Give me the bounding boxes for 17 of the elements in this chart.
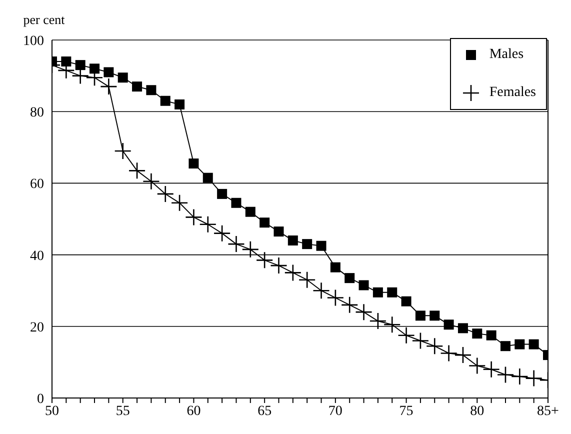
x-tick-label: 50 (45, 404, 59, 419)
x-tick-label: 80 (470, 404, 484, 419)
y-tick-label: 40 (30, 248, 44, 264)
legend-label: Males (489, 47, 524, 63)
y-tick-label: 0 (37, 392, 44, 407)
y-tick-label: 100 (23, 34, 44, 49)
x-tick-label: 75 (399, 404, 414, 419)
x-tick-label: 70 (328, 404, 342, 419)
x-tick-label: 85+ (537, 404, 560, 419)
y-tick-label: 60 (30, 177, 44, 192)
legend-label: Females (489, 85, 536, 101)
y-tick-label: 80 (30, 106, 44, 121)
x-tick-label: 65 (258, 404, 272, 419)
y-axis-title: per cent (23, 12, 66, 27)
x-tick-label: 55 (116, 404, 130, 419)
y-tick-label: 20 (30, 320, 44, 336)
x-tick-label: 60 (186, 404, 201, 419)
